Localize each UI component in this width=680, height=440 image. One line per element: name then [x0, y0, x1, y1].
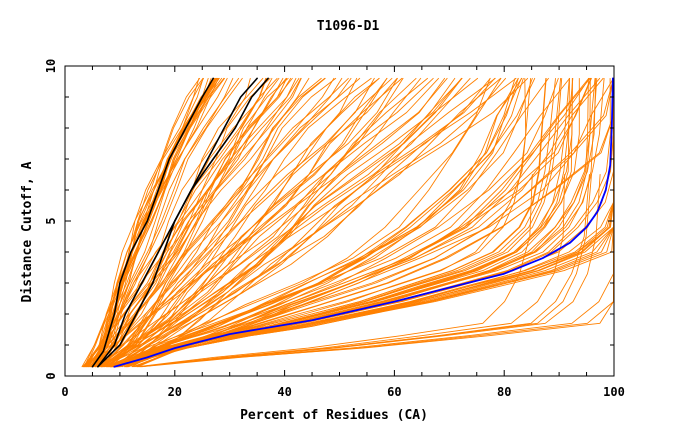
- bundle-line-143: [110, 77, 591, 368]
- bundle-line-72: [126, 77, 448, 368]
- x-tick-label-20: 20: [168, 385, 182, 399]
- bundle-line-141: [112, 77, 574, 368]
- bundle-line-75: [99, 77, 398, 368]
- bundle-line-46: [87, 77, 297, 368]
- axes-layer: 0 20 40 60 80 100 0 5 10: [44, 59, 625, 399]
- bundle-line-78: [126, 77, 446, 368]
- bundle-line-15: [98, 77, 240, 368]
- bundle-line-38: [86, 77, 251, 368]
- y-tick-label-10: 10: [44, 59, 58, 73]
- bundle-line-123: [112, 77, 547, 368]
- bundle-line-109: [110, 77, 549, 368]
- x-tick-label-40: 40: [277, 385, 291, 399]
- bundle-line-61: [115, 77, 462, 368]
- bundle-line-152: [137, 174, 533, 368]
- series-layer: [81, 77, 614, 368]
- bundle-line-54: [83, 77, 310, 368]
- bundle-line-107: [127, 77, 590, 368]
- bundle-line-104: [119, 77, 519, 368]
- bundle-line-105: [113, 77, 516, 368]
- highlight-series-3: [113, 77, 614, 368]
- bundle-line-135: [112, 77, 532, 368]
- bundle-line-76: [105, 77, 380, 368]
- bundle-line-39: [109, 77, 372, 368]
- highlight-series-0: [91, 77, 214, 368]
- bundle-line-82: [95, 77, 388, 368]
- bundle-line-101: [117, 77, 491, 368]
- bundle-line-62: [116, 77, 491, 368]
- x-axis-label: Percent of Residues (CA): [240, 408, 428, 423]
- bundle-line-43: [89, 77, 271, 368]
- x-tick-label-100: 100: [603, 385, 625, 399]
- bundle-line-44: [103, 77, 302, 368]
- bundle-line-73: [102, 77, 463, 368]
- y-tick-label-0: 0: [44, 372, 58, 379]
- bundle-line-53: [109, 77, 352, 368]
- x-tick-label-60: 60: [387, 385, 401, 399]
- bundle-line-96: [125, 77, 571, 368]
- bundle-line-19: [85, 77, 219, 368]
- bundle-line-52: [94, 77, 302, 368]
- bundle-line-70: [107, 77, 439, 368]
- bundle-line-66: [122, 77, 434, 368]
- bundle-line-34: [107, 77, 337, 368]
- bundle-line-64: [95, 77, 375, 368]
- bundle-line-65: [131, 77, 517, 368]
- bundle-line-47: [100, 77, 326, 368]
- bundle-line-81: [101, 77, 398, 368]
- bundle-line-97: [106, 77, 523, 368]
- bundle-line-84: [126, 77, 529, 368]
- bundle-line-18: [89, 77, 204, 368]
- bundle-line-11: [99, 77, 243, 368]
- bundle-line-16: [87, 77, 218, 368]
- bundle-line-9: [83, 77, 200, 368]
- x-tick-label-0: 0: [61, 385, 68, 399]
- bundle-line-147: [140, 174, 601, 368]
- x-tick-label-80: 80: [497, 385, 511, 399]
- bundle-line-25: [103, 77, 380, 368]
- bundle-line-108: [107, 77, 524, 368]
- bundle-line-138: [110, 77, 614, 368]
- highlight-series-2: [97, 77, 269, 368]
- bundle-line-106: [117, 77, 533, 368]
- y-tick-label-5: 5: [44, 217, 58, 224]
- chart-title: T1096-D1: [317, 19, 380, 34]
- bundle-line-77: [113, 77, 456, 368]
- bundle-line-71: [126, 77, 496, 368]
- y-axis-label: Distance Cutoff, A: [20, 161, 35, 302]
- bundle-line-83: [102, 77, 404, 368]
- bundle-line-56: [101, 77, 479, 368]
